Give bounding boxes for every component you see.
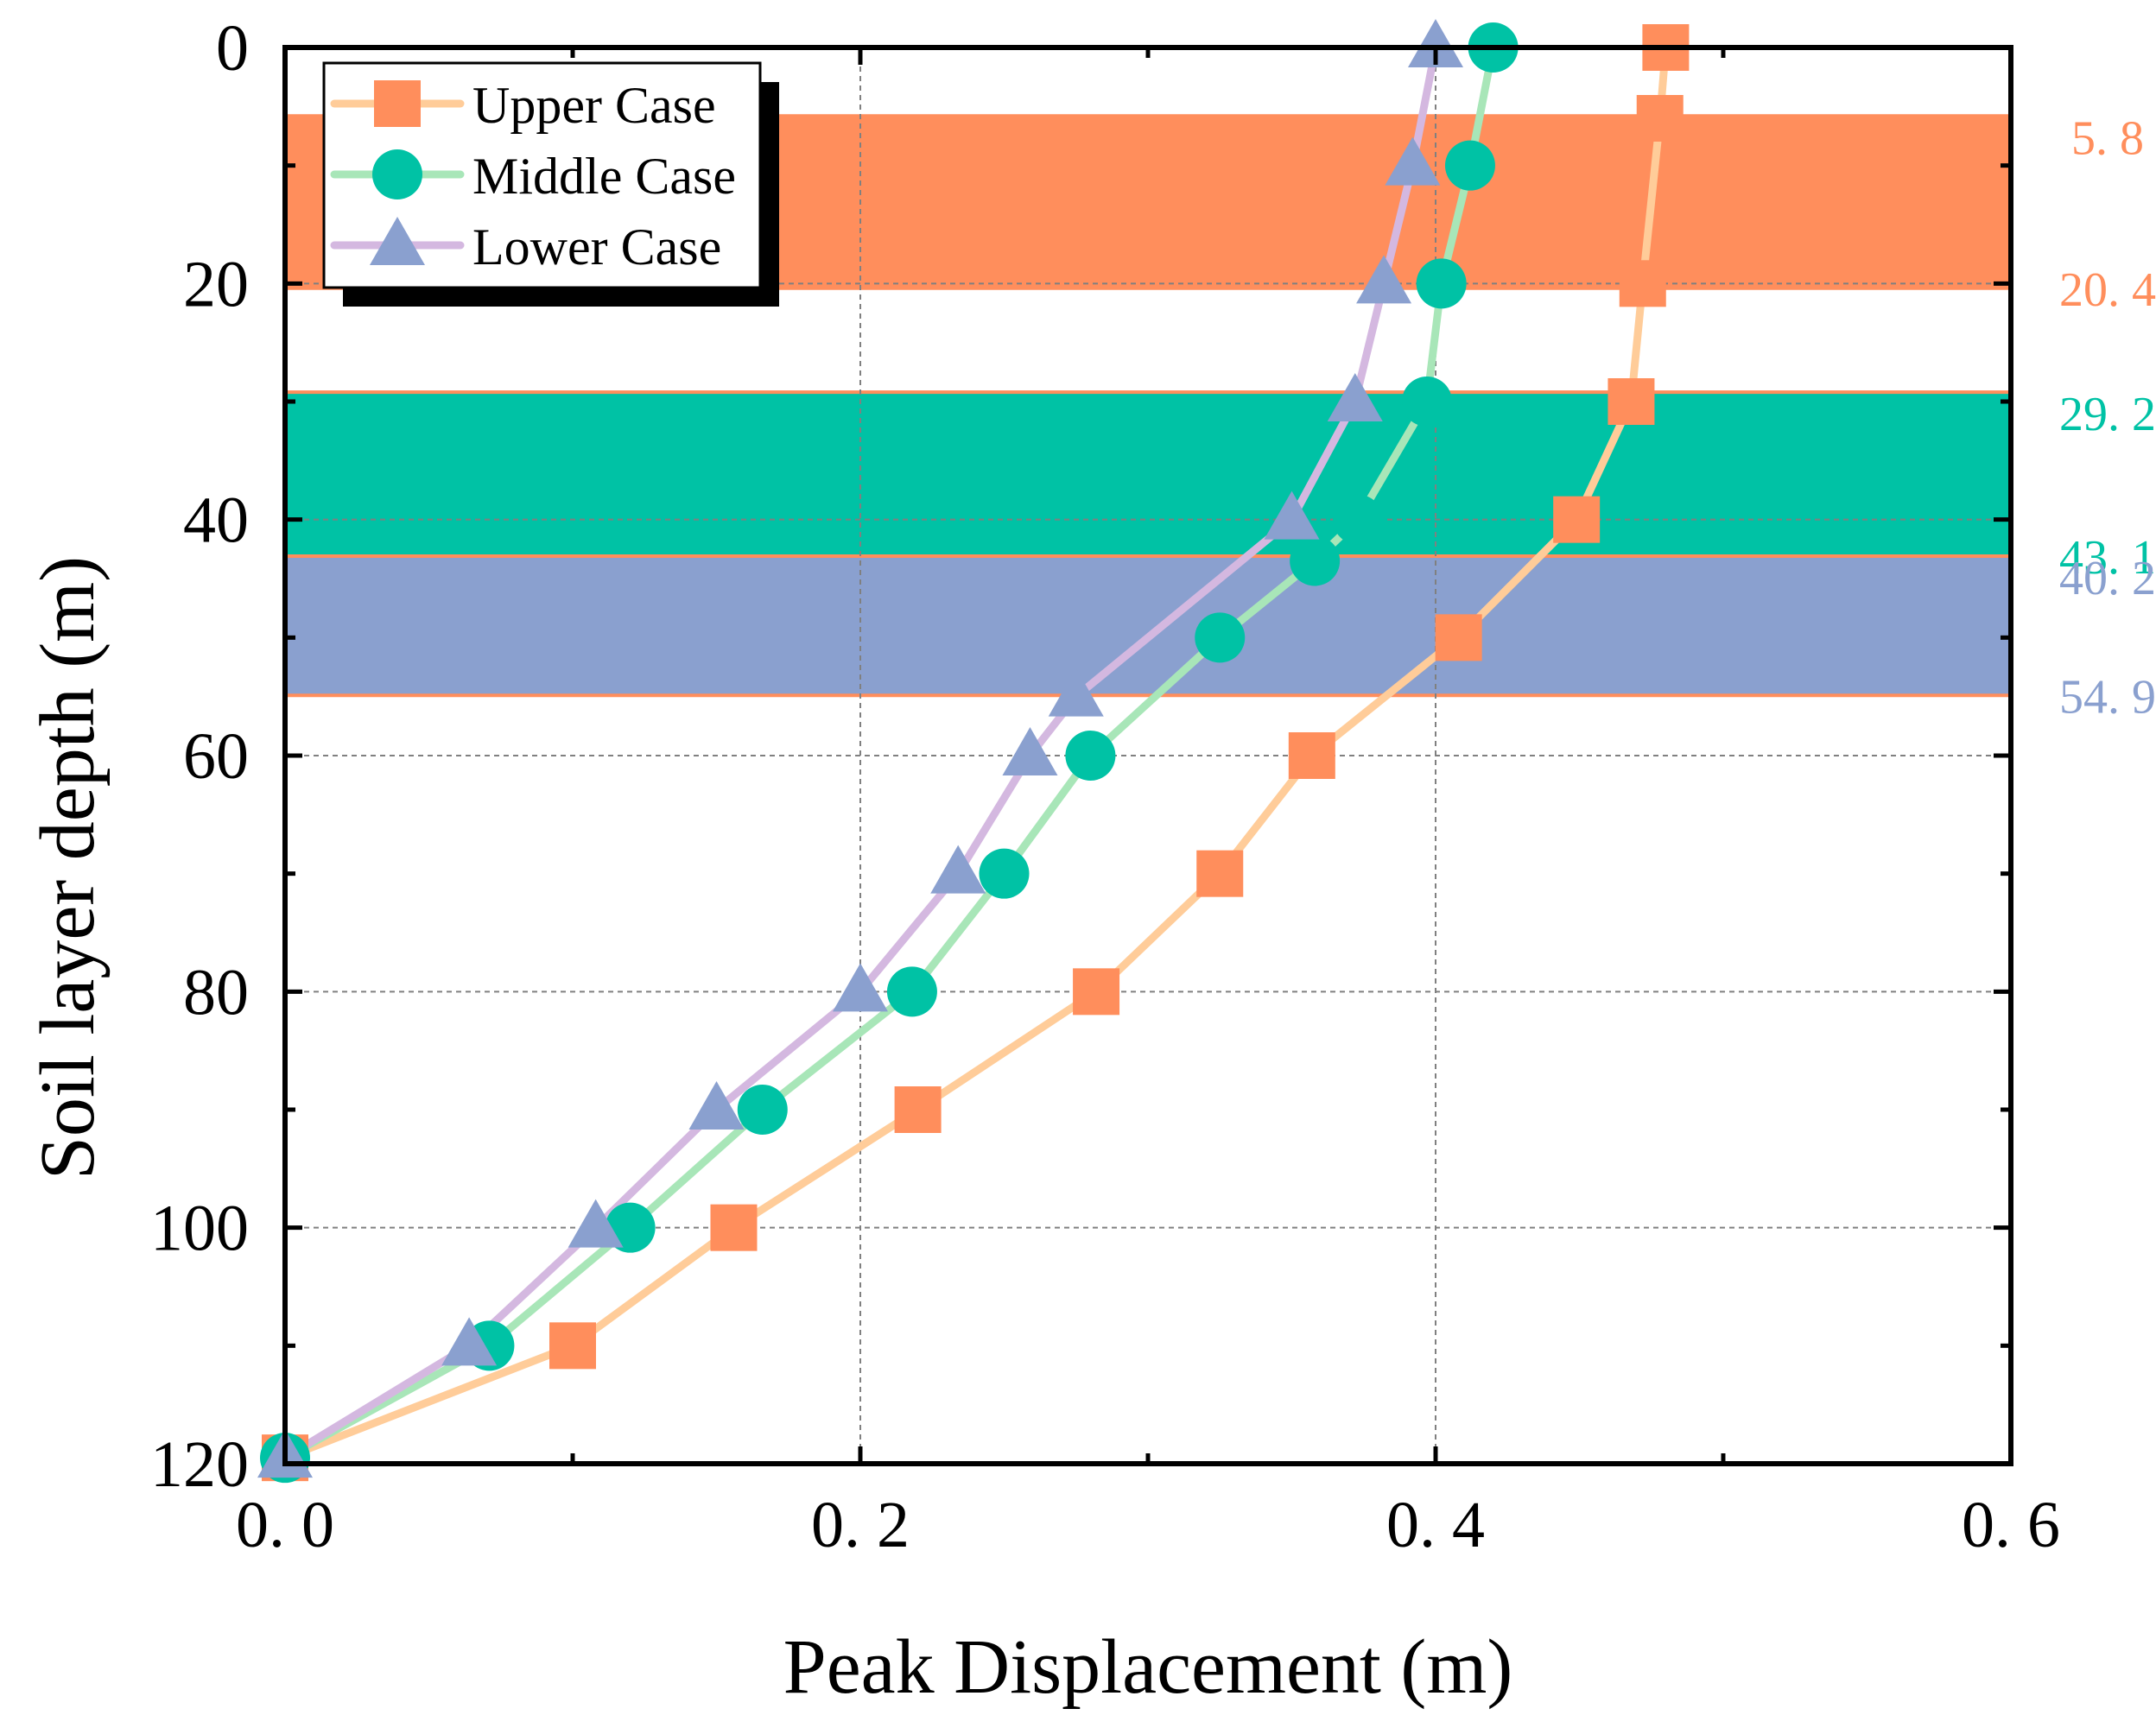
series-layer	[257, 19, 1690, 1484]
legend-marker-upper-case	[374, 80, 421, 127]
data-point-lower-case	[833, 963, 888, 1012]
data-point-lower-case	[1385, 136, 1441, 186]
data-point-lower-case	[1408, 19, 1463, 67]
data-point-lower-case	[930, 845, 986, 894]
depth-band-1	[285, 392, 2011, 557]
y-axis-title: Soil layer depth (m)	[25, 556, 111, 1180]
data-point-middle-case	[1195, 612, 1246, 663]
data-point-middle-case	[1402, 377, 1453, 427]
y-tick-label: 20	[183, 248, 249, 320]
data-point-lower-case	[568, 1199, 624, 1248]
band-labels-layer: 5. 8 20. 4 29. 2 43. 140. 2 54. 9	[2059, 111, 2156, 724]
x-tick-label: 0. 4	[1386, 1489, 1485, 1561]
data-point-upper-case	[1607, 378, 1655, 425]
x-tick-label: 0. 2	[811, 1489, 910, 1561]
data-point-upper-case	[1619, 260, 1666, 307]
data-point-upper-case	[1288, 732, 1335, 779]
data-point-upper-case	[1435, 614, 1482, 661]
y-tick-label: 60	[183, 720, 249, 793]
ticks-layer: 0. 0 0. 2 0. 4 0. 6 0 20 40 60 80 100 120	[150, 12, 2060, 1561]
band-label-top-1: 29. 2	[2059, 388, 2156, 441]
data-point-upper-case	[1553, 496, 1601, 543]
band-layer	[285, 114, 2011, 698]
data-point-upper-case	[1073, 968, 1120, 1016]
data-point-lower-case	[1002, 727, 1058, 775]
data-point-middle-case	[1290, 535, 1341, 586]
data-point-middle-case	[737, 1085, 788, 1135]
band-label-top-2: 40. 2	[2059, 552, 2156, 605]
data-point-lower-case	[1356, 255, 1412, 304]
data-point-upper-case	[710, 1204, 758, 1251]
x-tick-label: 0. 6	[1962, 1489, 2060, 1561]
data-point-upper-case	[894, 1086, 942, 1133]
y-tick-label: 0	[216, 12, 249, 85]
data-point-upper-case	[549, 1322, 596, 1370]
y-tick-label: 40	[183, 484, 249, 557]
data-point-lower-case	[1327, 373, 1383, 421]
x-tick-label: 0. 0	[236, 1489, 334, 1561]
depth-band-2	[285, 556, 2011, 696]
legend-marker-middle-case	[372, 149, 422, 199]
x-axis-title: Peak Displacement (m)	[783, 1624, 1513, 1710]
data-point-middle-case	[1333, 494, 1384, 545]
legend-label-middle-case: Middle Case	[472, 148, 736, 205]
data-point-middle-case	[1444, 140, 1495, 191]
data-point-lower-case	[1264, 490, 1320, 540]
data-point-middle-case	[979, 848, 1030, 899]
y-tick-label: 80	[183, 956, 249, 1028]
legend-marker-lower-case	[370, 217, 425, 265]
data-point-upper-case	[1636, 95, 1684, 142]
legend-label-lower-case: Lower Case	[472, 218, 721, 275]
legend: Upper Case Middle Case Lower Case	[322, 61, 779, 307]
data-point-lower-case	[688, 1081, 745, 1130]
data-point-middle-case	[886, 966, 937, 1017]
band-label-top-0: 5. 8	[2071, 111, 2144, 165]
data-point-middle-case	[1416, 258, 1467, 309]
legend-label-upper-case: Upper Case	[472, 77, 716, 134]
band-label-bottom-2: 54. 9	[2059, 670, 2156, 724]
band-label-bottom-0: 20. 4	[2059, 263, 2156, 317]
y-tick-label: 120	[150, 1428, 249, 1501]
data-point-upper-case	[1196, 850, 1244, 897]
data-point-middle-case	[1065, 731, 1116, 781]
y-tick-label: 100	[150, 1193, 249, 1265]
data-point-lower-case	[441, 1317, 498, 1366]
band-label-bottom-1: 43. 1	[2059, 531, 2156, 585]
data-point-lower-case	[1048, 668, 1104, 717]
